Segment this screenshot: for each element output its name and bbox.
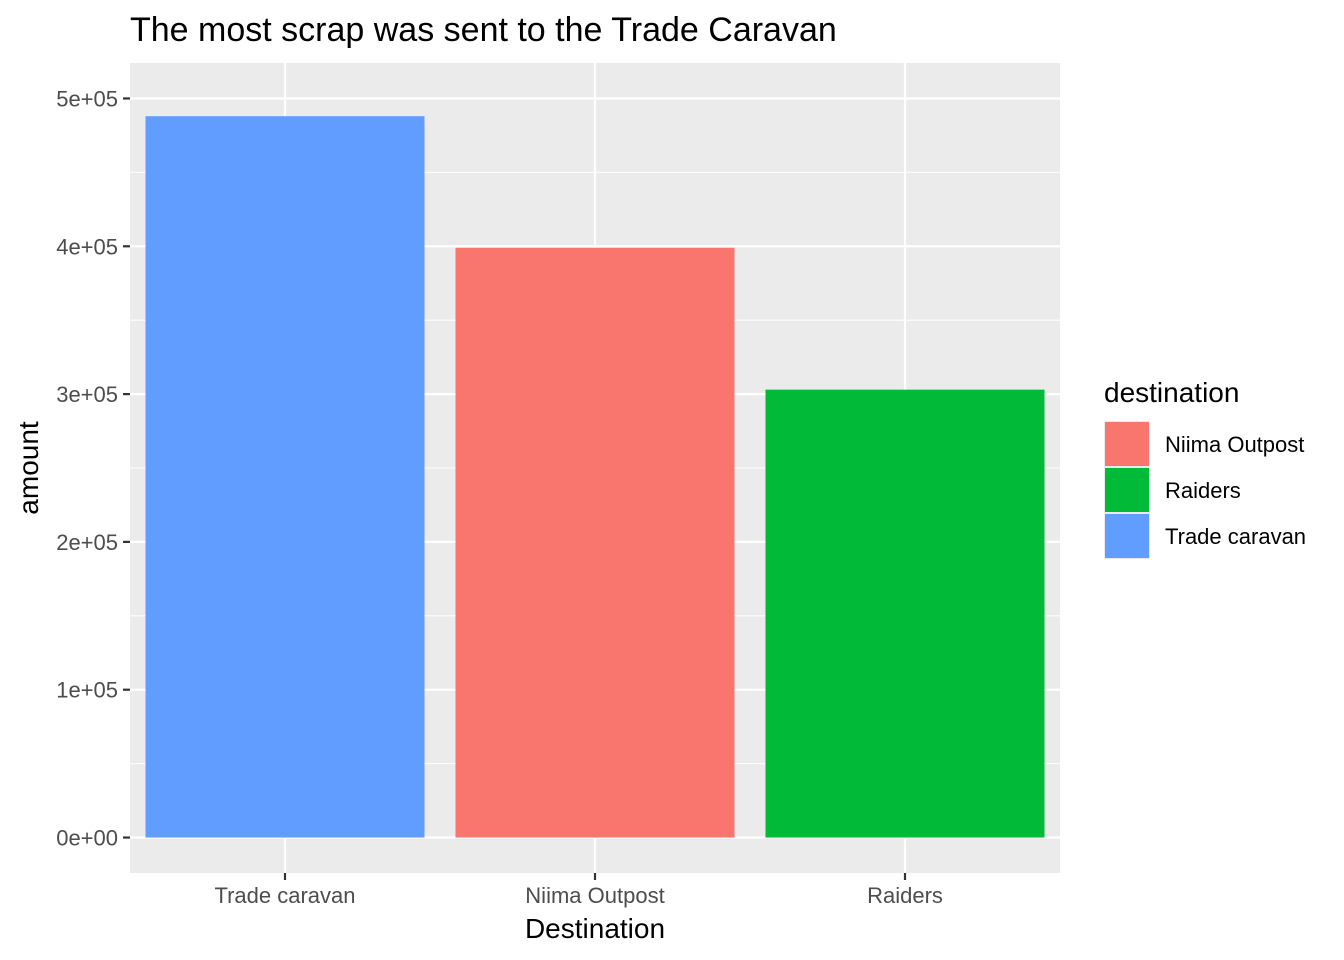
y-tick-label: 2e+05 (56, 530, 118, 555)
y-axis: 0e+00 1e+05 2e+05 3e+05 4e+05 5e+05 (56, 86, 130, 851)
legend: destination Niima Outpost Raiders Trade ca… (1104, 377, 1306, 559)
y-tick-label: 3e+05 (56, 382, 118, 407)
legend-title: destination (1104, 377, 1239, 408)
x-tick-label: Trade caravan (214, 883, 355, 908)
y-tick-label: 4e+05 (56, 234, 118, 259)
x-tick-label: Raiders (867, 883, 943, 908)
bars (145, 116, 1045, 838)
legend-swatch (1105, 422, 1149, 466)
x-tick-label: Niima Outpost (525, 883, 664, 908)
legend-items: Niima Outpost Raiders Trade caravan (1104, 421, 1306, 559)
y-tick-label: 0e+00 (56, 826, 118, 851)
bar (455, 247, 735, 838)
chart-title: The most scrap was sent to the Trade Car… (130, 11, 837, 49)
legend-label: Niima Outpost (1165, 432, 1304, 457)
y-axis-title: amount (13, 421, 44, 515)
x-axis: Trade caravan Niima Outpost Raiders (214, 873, 943, 908)
legend-swatch (1105, 514, 1149, 558)
x-axis-title: Destination (525, 913, 665, 944)
bar (145, 116, 425, 838)
legend-label: Trade caravan (1165, 524, 1306, 549)
legend-swatch (1105, 468, 1149, 512)
bar (765, 389, 1045, 838)
y-tick-label: 5e+05 (56, 86, 118, 111)
y-tick-label: 1e+05 (56, 678, 118, 703)
legend-label: Raiders (1165, 478, 1241, 503)
